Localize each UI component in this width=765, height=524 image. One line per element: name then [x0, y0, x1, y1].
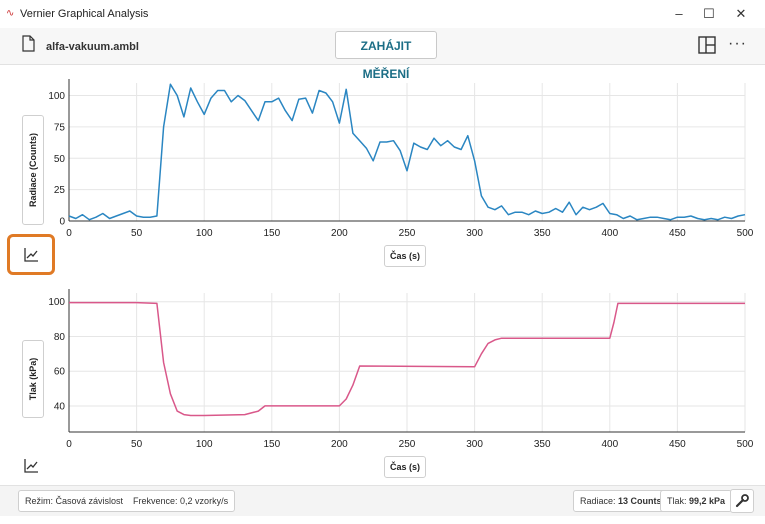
x-tick-label: 250 — [399, 439, 416, 450]
x-tick-label: 500 — [737, 439, 754, 450]
x-tick-label: 400 — [601, 228, 618, 239]
app-logo-icon: ∿ — [6, 8, 15, 19]
pressure-meter[interactable]: Tlak: 99,2 kPa — [660, 490, 733, 512]
graphs-canvas[interactable]: 0 50 100 150 200 250 300 350 400 450 5000255075100… — [0, 65, 765, 485]
collection-settings-button[interactable]: Režim: Časová závislost Frekvence: 0,2 vz… — [18, 490, 236, 512]
graph-options-highlight — [7, 234, 55, 275]
x-tick-label: 350 — [534, 439, 551, 450]
graph-area: 0 50 100 150 200 250 300 350 400 450 500 0 25 50 75 100… — [0, 65, 765, 485]
y-tick-label: 100 — [48, 91, 65, 102]
y-tick-label: 0 — [59, 217, 65, 228]
radiation-meter-value: 13 Counts — [618, 496, 662, 506]
radiation-meter[interactable]: Radiace: 13 Counts — [573, 490, 669, 512]
file-icon — [22, 35, 35, 52]
series-line — [68, 83, 746, 221]
maximize-button[interactable]: ☐ — [703, 6, 715, 21]
x-tick-label: 0 — [66, 439, 72, 450]
y-tick-label: 80 — [54, 332, 66, 343]
x-axis-label-bottom: Čas (s) — [389, 462, 420, 472]
y-tick-label: 40 — [54, 401, 66, 412]
x-tick-label: 300 — [466, 439, 483, 450]
x-tick-label: 50 — [131, 228, 143, 239]
x-tick-label: 150 — [263, 228, 280, 239]
title-bar: ∿ Vernier Graphical Analysis – ☐ ✕ — [0, 0, 765, 28]
sensor-settings-button[interactable] — [730, 489, 754, 513]
y-axis-label-button-radiation[interactable]: Radiace (Counts) — [22, 115, 44, 225]
x-tick-label: 200 — [331, 439, 348, 450]
x-tick-label: 100 — [196, 439, 213, 450]
y-axis-label-pressure: Tlak (kPa) — [28, 357, 38, 401]
x-axis-label-button-bottom[interactable]: Čas (s) — [384, 456, 426, 478]
x-tick-label: 0 — [66, 228, 72, 239]
x-tick-label: 250 — [399, 228, 416, 239]
y-tick-label: 60 — [54, 367, 66, 378]
y-tick-label: 75 — [54, 122, 66, 133]
start-measurement-button[interactable]: ZAHÁJIT MĚŘENÍ — [335, 31, 437, 81]
graph-options-icon-top[interactable] — [20, 244, 42, 266]
window-title: Vernier Graphical Analysis — [20, 8, 149, 20]
x-tick-label: 450 — [669, 228, 686, 239]
status-bar: Režim: Časová závislost Frekvence: 0,2 vz… — [0, 485, 765, 516]
series-line — [69, 301, 745, 417]
pressure-meter-label: Tlak: — [667, 496, 687, 506]
close-button[interactable]: ✕ — [735, 6, 747, 21]
mode-text: Režim: Časová závislost — [25, 496, 124, 506]
x-tick-label: 200 — [331, 228, 348, 239]
y-tick-label: 50 — [54, 154, 66, 165]
more-options-icon[interactable]: ··· — [728, 35, 747, 52]
x-tick-label: 50 — [131, 439, 143, 450]
pressure-meter-value: 99,2 kPa — [689, 496, 726, 506]
x-tick-label: 400 — [601, 439, 618, 450]
x-tick-label: 300 — [466, 228, 483, 239]
x-tick-label: 350 — [534, 228, 551, 239]
x-tick-label: 150 — [263, 439, 280, 450]
x-tick-label: 500 — [737, 228, 754, 239]
frequency-text: Frekvence: 0,2 vzorky/s — [133, 496, 229, 506]
x-axis-label-top: Čas (s) — [389, 251, 420, 261]
y-tick-label: 25 — [54, 185, 66, 196]
wrench-icon — [735, 494, 749, 508]
minimize-button[interactable]: – — [675, 6, 683, 21]
x-tick-label: 100 — [196, 228, 213, 239]
layout-icon[interactable] — [698, 36, 716, 54]
graph-options-icon-bottom[interactable] — [20, 455, 42, 477]
x-tick-label: 450 — [669, 439, 686, 450]
app-toolbar: alfa-vakuum.ambl ZAHÁJIT MĚŘENÍ ··· — [0, 28, 765, 81]
file-name[interactable]: alfa-vakuum.ambl — [46, 41, 139, 53]
x-axis-label-button-top[interactable]: Čas (s) — [384, 245, 426, 267]
y-axis-label-radiation: Radiace (Counts) — [28, 132, 38, 208]
radiation-meter-label: Radiace: — [580, 496, 616, 506]
y-axis-label-button-pressure[interactable]: Tlak (kPa) — [22, 340, 44, 418]
y-tick-label: 100 — [48, 297, 65, 308]
